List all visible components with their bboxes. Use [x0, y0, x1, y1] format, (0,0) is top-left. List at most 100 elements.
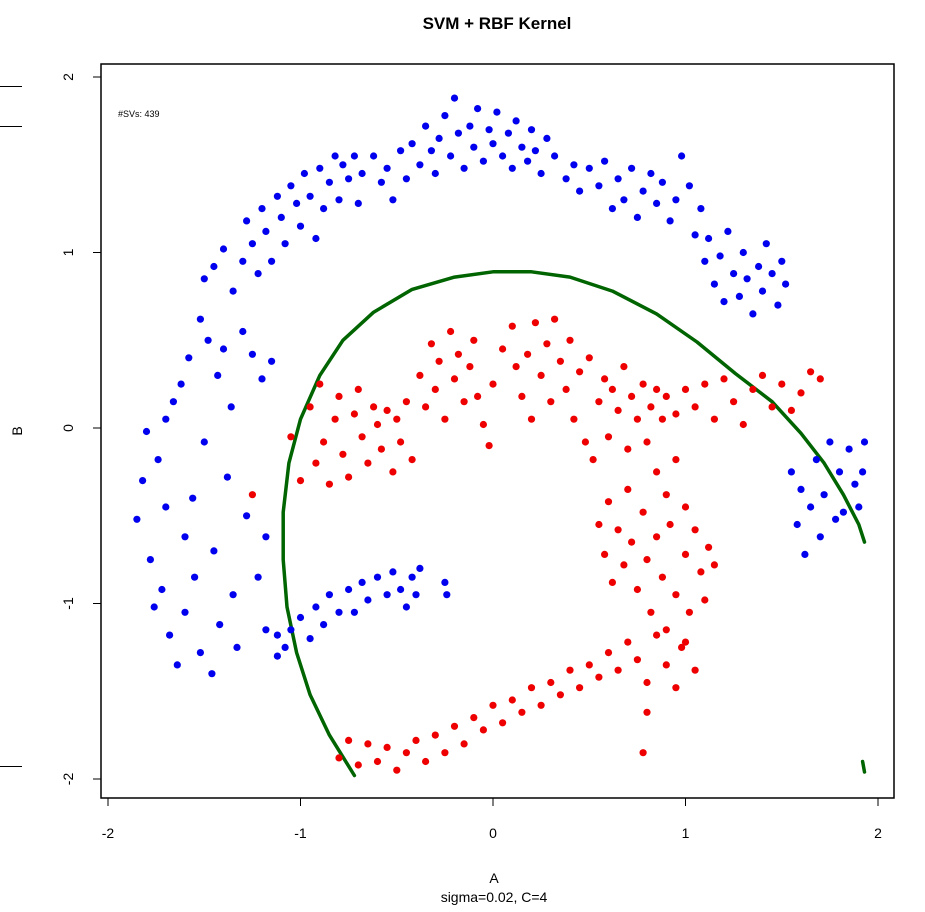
point-blue: [402, 175, 410, 183]
point-red: [508, 322, 516, 330]
point-red: [604, 433, 613, 441]
point-blue: [383, 164, 391, 172]
point-blue: [570, 161, 578, 169]
point-red: [758, 371, 767, 379]
point-blue: [189, 494, 197, 502]
point-red: [608, 385, 617, 393]
point-blue: [716, 252, 724, 260]
point-blue: [223, 473, 231, 481]
point-blue: [177, 380, 185, 388]
point-red: [585, 661, 593, 669]
point-red: [589, 456, 597, 464]
point-blue: [268, 257, 276, 265]
point-blue: [620, 196, 628, 204]
point-blue: [208, 670, 216, 678]
point-red: [427, 340, 435, 348]
point-blue: [345, 175, 353, 183]
point-blue: [518, 143, 526, 151]
point-blue: [531, 147, 540, 155]
point-blue: [273, 652, 281, 660]
x-tick-label: 0: [489, 825, 497, 841]
y-tick-label: -2: [60, 773, 76, 786]
point-blue: [701, 257, 709, 265]
point-blue: [601, 157, 609, 165]
point-blue: [325, 591, 333, 599]
point-blue: [325, 178, 333, 186]
point-blue: [306, 192, 314, 200]
point-red: [701, 380, 709, 388]
point-blue: [479, 157, 487, 165]
point-red: [531, 319, 540, 327]
point-blue: [397, 585, 405, 594]
point-blue: [191, 573, 199, 581]
point-blue: [248, 350, 256, 358]
point-red: [479, 726, 487, 734]
point-red: [345, 736, 353, 745]
point-blue: [666, 217, 674, 225]
point-blue: [474, 105, 482, 113]
point-blue: [782, 280, 790, 288]
point-blue: [196, 649, 204, 657]
point-blue: [614, 175, 622, 183]
point-red: [601, 375, 609, 383]
point-blue: [755, 262, 763, 271]
point-blue: [647, 169, 655, 178]
point-red: [666, 520, 674, 529]
point-red: [422, 757, 430, 766]
point-blue: [739, 248, 747, 257]
point-blue: [233, 643, 241, 652]
point-red: [320, 438, 328, 446]
point-blue: [335, 608, 343, 616]
point-blue: [185, 354, 193, 362]
point-blue: [273, 631, 281, 639]
point-blue: [576, 187, 584, 195]
point-red: [797, 389, 805, 397]
point-red: [547, 678, 555, 687]
point-red: [604, 649, 613, 657]
point-red: [643, 708, 651, 716]
point-blue: [320, 621, 328, 629]
point-red: [720, 375, 728, 383]
point-red: [566, 336, 574, 344]
point-blue: [691, 231, 699, 239]
point-red: [393, 766, 401, 774]
point-blue: [312, 234, 320, 243]
point-red: [691, 526, 699, 534]
point-red: [658, 415, 667, 423]
point-red: [306, 403, 314, 411]
point-red: [739, 420, 747, 429]
point-red: [566, 666, 574, 674]
point-red: [354, 761, 362, 769]
point-blue: [373, 573, 382, 581]
point-blue: [705, 234, 713, 243]
point-red: [335, 392, 343, 400]
point-blue: [855, 503, 863, 511]
point-red: [691, 403, 699, 411]
point-red: [604, 498, 613, 506]
point-red: [489, 380, 497, 388]
point-red: [441, 415, 449, 423]
point-blue: [364, 596, 372, 604]
point-red: [816, 375, 824, 383]
point-red: [325, 480, 333, 488]
point-blue: [762, 240, 770, 248]
point-red: [335, 754, 343, 762]
point-blue: [678, 152, 686, 160]
point-red: [662, 491, 670, 499]
point-blue: [312, 603, 320, 611]
point-blue: [493, 108, 501, 116]
point-blue: [350, 608, 358, 616]
point-blue: [262, 626, 270, 634]
point-red: [633, 656, 642, 664]
point-blue: [812, 456, 821, 464]
point-red: [672, 410, 680, 418]
point-blue: [383, 591, 391, 599]
point-blue: [512, 117, 520, 125]
point-red: [620, 561, 628, 569]
point-blue: [735, 292, 744, 300]
point-blue: [685, 182, 694, 190]
point-blue: [710, 280, 719, 288]
point-red: [633, 585, 642, 594]
point-blue: [435, 134, 443, 142]
point-red: [377, 445, 385, 453]
